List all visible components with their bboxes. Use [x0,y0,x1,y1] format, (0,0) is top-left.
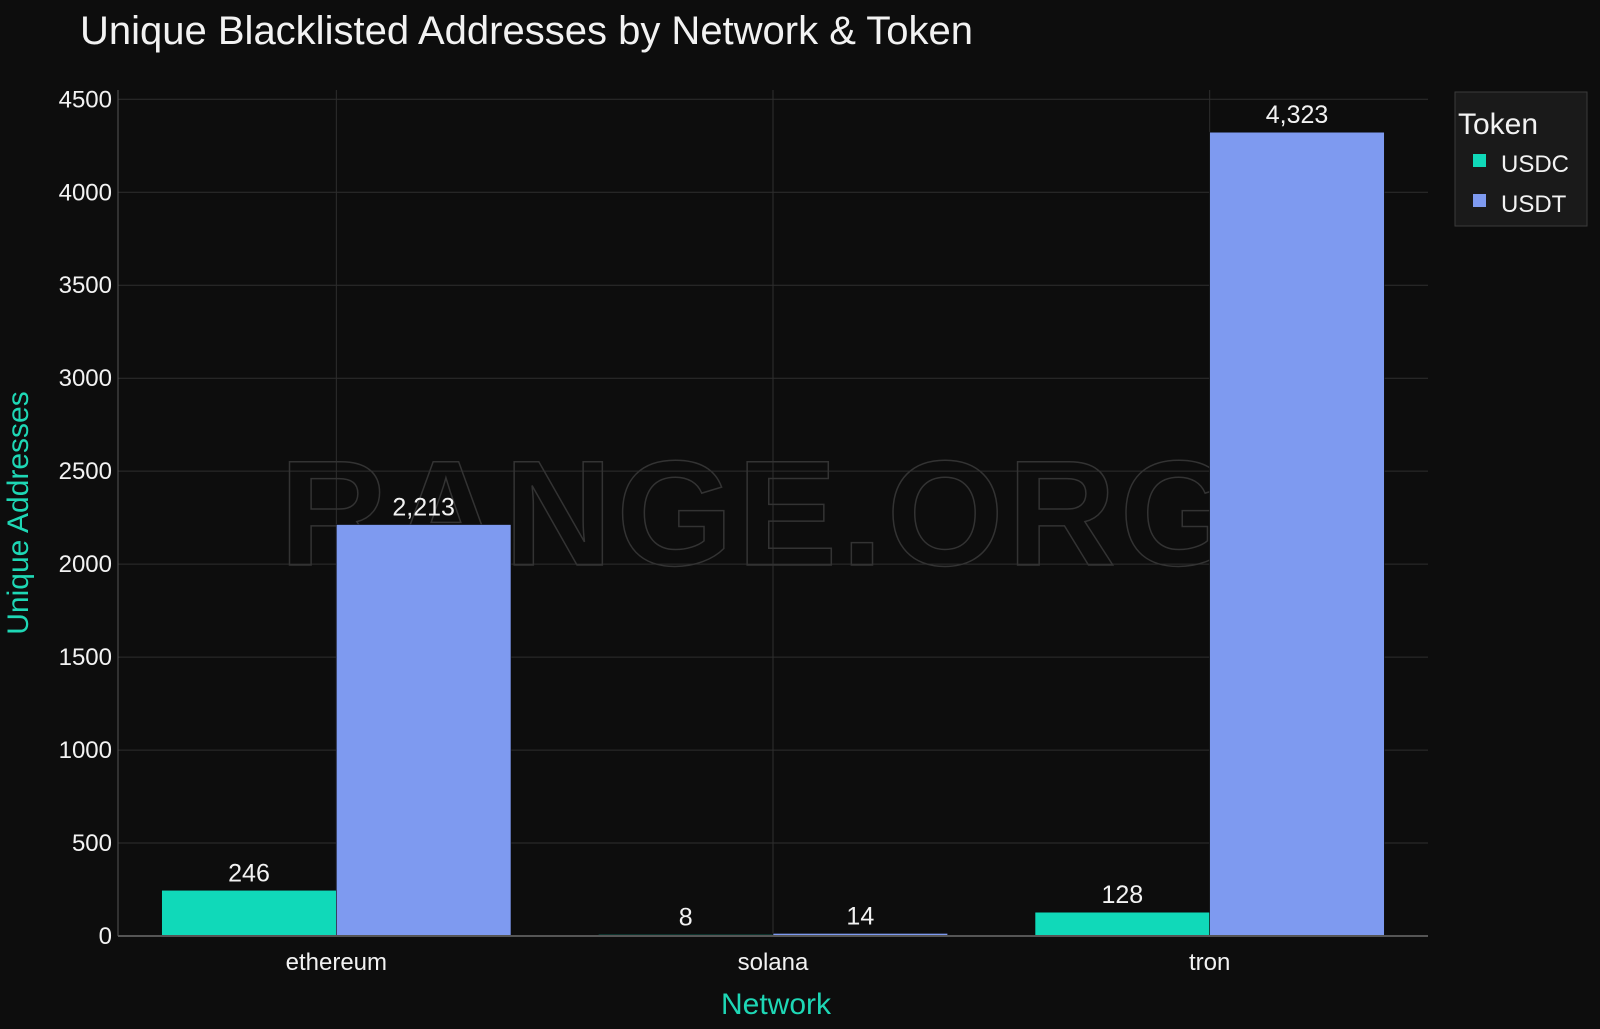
bar-usdt-tron [1209,131,1385,937]
y-axis-label: Unique Addresses [2,391,35,635]
y-tick-label: 1500 [59,644,112,671]
y-axis-ticks: 0 500 1000 1500 2000 2500 3000 3500 4000 4500 [59,86,112,950]
x-tick-label: solana [738,949,809,976]
y-tick-label: 0 [99,923,112,950]
legend-swatch-usdt [1473,194,1486,207]
y-tick-label: 3000 [59,365,112,392]
data-label-usdc-ethereum: 246 [228,859,270,887]
y-tick-label: 4500 [59,86,112,113]
y-tick-label: 2000 [59,551,112,578]
y-tick-label: 1000 [59,737,112,764]
x-tick-label: tron [1189,949,1230,976]
y-tick-label: 2500 [59,458,112,485]
x-tick-label: ethereum [286,949,387,976]
bar-usdc-tron [1034,911,1210,937]
bar-usdc-ethereum [161,889,337,937]
y-tick-label: 500 [72,830,112,857]
data-label-usdt-solana: 14 [846,902,874,930]
legend: Token USDC USDT [1454,91,1588,227]
x-axis-label: Network [721,988,832,1021]
data-label-usdc-solana: 8 [679,904,693,932]
y-tick-label: 3500 [59,272,112,299]
data-label-usdt-ethereum: 2,213 [392,494,455,522]
legend-title: Token [1458,108,1538,141]
legend-label-usdc: USDC [1501,151,1569,178]
x-axis-ticks: ethereum solana tron [286,949,1231,976]
chart-title: Unique Blacklisted Addresses by Network … [80,9,973,53]
bars [161,131,1385,937]
data-label-usdt-tron: 4,323 [1266,101,1329,129]
legend-items: USDC USDT [1473,151,1569,218]
y-tick-label: 4000 [59,179,112,206]
data-label-usdc-tron: 128 [1101,881,1143,909]
data-labels: 246 2,213 8 14 128 4,323 [228,101,1328,931]
legend-swatch-usdc [1473,154,1486,167]
bar-usdt-ethereum [336,524,512,937]
legend-label-usdt: USDT [1501,191,1567,218]
